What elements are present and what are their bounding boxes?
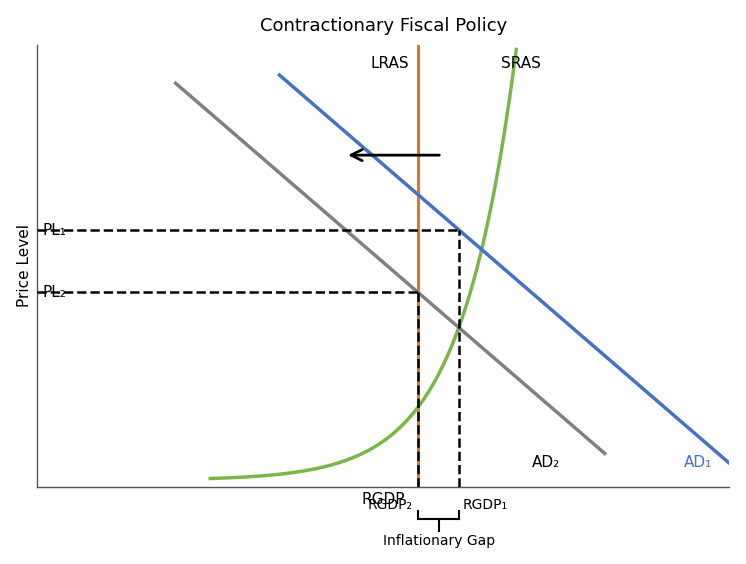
X-axis label: RGDP: RGDP — [362, 492, 405, 508]
Y-axis label: Price Level: Price Level — [16, 224, 31, 307]
Text: AD₂: AD₂ — [532, 455, 560, 470]
Title: Contractionary Fiscal Policy: Contractionary Fiscal Policy — [260, 17, 507, 34]
Text: Inflationary Gap: Inflationary Gap — [383, 534, 495, 548]
Text: PL₁: PL₁ — [43, 223, 66, 238]
Text: RGDP₂: RGDP₂ — [367, 498, 413, 512]
Text: AD₁: AD₁ — [684, 455, 712, 470]
Text: PL₂: PL₂ — [43, 285, 66, 299]
Text: LRAS: LRAS — [371, 56, 410, 70]
Text: RGDP₁: RGDP₁ — [463, 498, 508, 512]
Text: SRAS: SRAS — [501, 56, 541, 70]
